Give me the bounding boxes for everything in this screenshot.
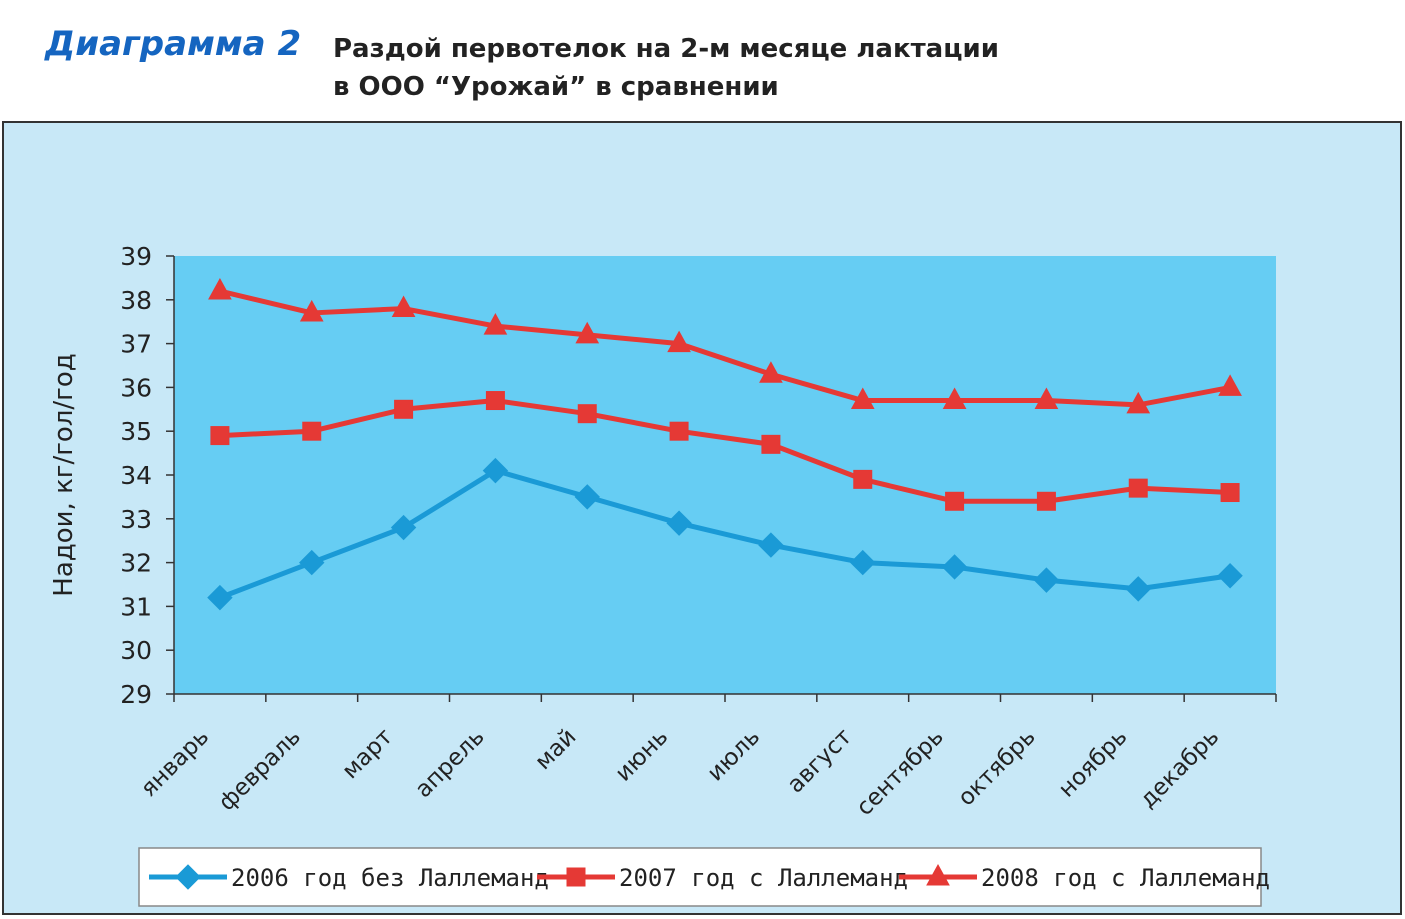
data-point [390,514,417,541]
data-point [483,313,508,335]
plot-area [174,256,1276,694]
data-point [758,532,784,558]
data-point [1218,374,1242,396]
series-1 [207,457,1243,611]
legend-box [138,847,1262,907]
y-tick-label: 29 [120,680,152,709]
data-point [210,426,230,446]
data-point [853,469,873,489]
data-point [574,484,600,510]
legend-marker [926,863,950,886]
data-point [942,387,967,410]
y-tick-label: 38 [120,286,152,315]
legend-label: 2006 год без Лаллеманд [231,864,549,892]
data-point [945,491,965,511]
legend-marker [175,864,201,890]
y-tick-label: 37 [120,330,152,359]
diagram-number: Диаграмма 2 [45,24,302,64]
y-tick-label: 35 [120,417,152,446]
data-point [666,510,692,536]
data-point [575,321,600,344]
data-point [1033,567,1060,593]
data-point [759,361,783,383]
y-tick-label: 36 [120,373,152,402]
data-point [207,584,233,611]
data-point [1217,563,1243,589]
data-point [1036,491,1056,511]
data-point [577,404,597,424]
y-tick-label: 30 [120,636,152,665]
legend: 2006 год без Лаллеманд 2007 год с Лаллема… [149,863,1270,892]
chart-title-line-2: в ООО “Урожай” в сравнении [333,72,779,102]
series-group [207,278,1243,611]
data-point [482,457,509,484]
y-tick-label: 39 [120,242,152,271]
data-point [850,387,875,410]
data-point [1220,483,1240,503]
y-axis-title: Надои, кг/гол/год [49,353,79,596]
data-point [1034,387,1059,410]
legend-label: 2008 год с Лаллеманд [981,864,1270,892]
data-point [208,278,232,300]
chart-header: Диаграмма 2 Раздой первотелок на 2-м мес… [0,0,1405,120]
y-tick-label: 32 [120,549,152,578]
data-point [667,330,691,353]
data-point [850,549,876,576]
legend-item-3: 2008 год с Лаллеманд [899,863,1270,892]
data-point [761,434,781,454]
legend-item-1: 2006 год без Лаллеманд [149,864,549,892]
y-tick-label: 34 [120,461,152,490]
data-point [1128,478,1148,498]
data-point [299,299,324,322]
data-point [302,421,322,441]
data-point [391,295,416,318]
legend-label: 2007 год с Лаллеманд [619,864,908,892]
data-point [669,421,689,441]
series-3 [208,278,1242,414]
data-point [941,554,968,580]
chart-title-line-1: Раздой первотелок на 2-м месяце лактации [333,34,999,64]
series-line [217,468,1233,601]
data-point [394,399,414,419]
legend-marker [566,867,586,887]
y-tick-label: 33 [120,505,152,534]
series-line [217,288,1233,408]
data-point [299,549,325,576]
chart-title: Раздой первотелок на 2-м месяце лактации… [333,30,999,106]
legend-item-2: 2007 год с Лаллеманд [537,864,908,892]
data-point [485,391,505,411]
series-2 [210,391,1240,511]
data-point [1126,391,1151,414]
y-tick-label: 31 [120,592,152,621]
data-point [1125,576,1151,602]
series-line [217,398,1233,504]
